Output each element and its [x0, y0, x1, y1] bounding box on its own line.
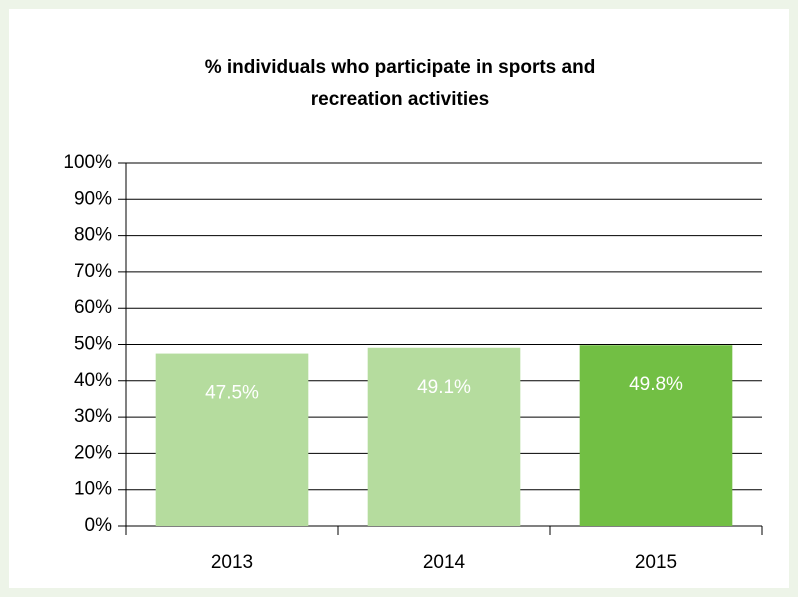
value-label: 47.5%: [205, 383, 259, 404]
chart-title: recreation activities: [311, 89, 489, 110]
y-tick-label: 60%: [74, 297, 112, 318]
y-tick-label: 0%: [85, 515, 113, 536]
x-tick-label: 2013: [211, 552, 253, 573]
y-tick-label: 40%: [74, 370, 112, 391]
y-tick-label: 30%: [74, 406, 112, 427]
y-tick-label: 20%: [74, 442, 112, 463]
x-tick-label: 2014: [423, 552, 466, 573]
chart-title: % individuals who participate in sports …: [205, 57, 596, 78]
x-tick-label: 2015: [635, 552, 677, 573]
value-label: 49.8%: [629, 374, 683, 395]
y-tick-label: 100%: [63, 152, 112, 173]
bar: [579, 345, 733, 526]
value-label: 49.1%: [417, 377, 471, 398]
y-tick-label: 90%: [74, 188, 112, 209]
y-tick-label: 10%: [74, 479, 112, 500]
bar: [367, 347, 521, 526]
y-tick-label: 80%: [74, 225, 112, 246]
y-tick-label: 70%: [74, 261, 112, 282]
bar: [155, 353, 309, 526]
y-tick-label: 50%: [74, 334, 112, 355]
